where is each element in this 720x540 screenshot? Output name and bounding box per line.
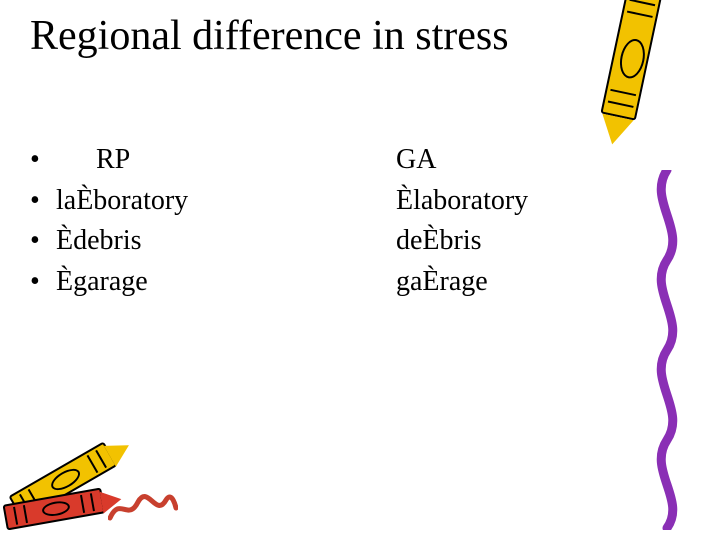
slide-title: Regional difference in stress — [30, 12, 509, 60]
rp-word: Ègarage — [56, 262, 396, 303]
word-row: • laÈboratory Èlaboratory — [30, 181, 690, 222]
rp-word: Èdebris — [56, 221, 396, 262]
squiggle-icon — [642, 170, 692, 530]
bullet: • — [30, 221, 56, 262]
scribble-icon — [108, 488, 178, 528]
word-row: • Èdebris deÈbris — [30, 221, 690, 262]
bullet: • — [30, 181, 56, 222]
header-row: • RP GA — [30, 140, 690, 181]
bullet: • — [30, 262, 56, 303]
col-header-rp: RP — [56, 140, 396, 181]
word-row: • Ègarage gaÈrage — [30, 262, 690, 303]
crayon-yellow-icon — [592, 0, 665, 160]
content-area: • RP GA • laÈboratory Èlaboratory • Èdeb… — [30, 140, 690, 302]
bullet: • — [30, 140, 56, 181]
rp-word: laÈboratory — [56, 181, 396, 222]
